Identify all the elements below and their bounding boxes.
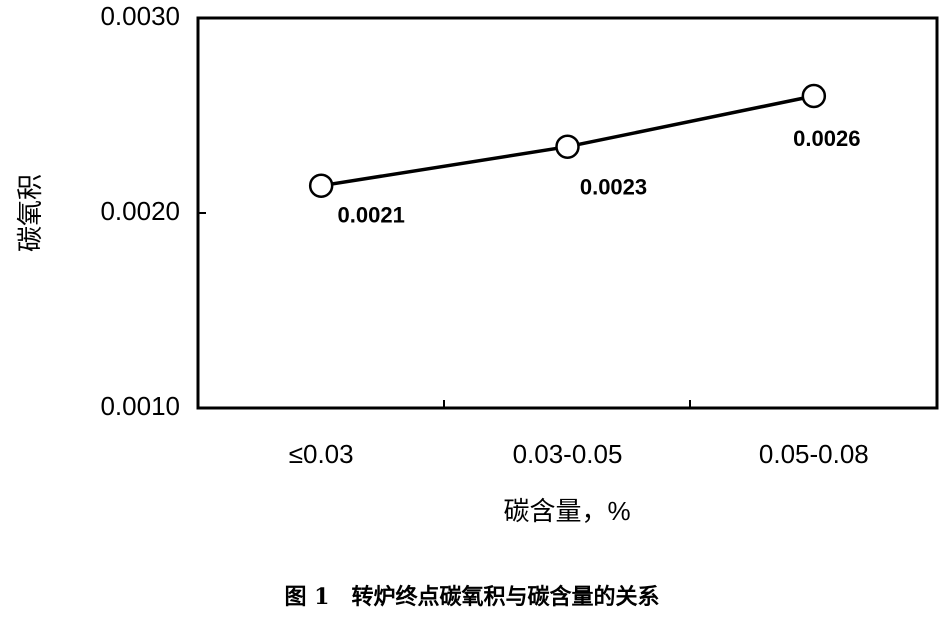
data-label: 0.0021 xyxy=(338,203,405,228)
y-tick-label: 0.0010 xyxy=(100,391,180,421)
x-tick-label: 0.05-0.08 xyxy=(759,439,869,469)
x-tick-label: ≤0.03 xyxy=(289,439,354,469)
data-label: 0.0023 xyxy=(580,175,647,200)
data-point xyxy=(555,134,580,159)
data-point xyxy=(801,83,827,109)
y-tick-label: 0.0020 xyxy=(100,196,180,226)
figure-caption: 图 1 转炉终点碳氧积与碳含量的关系 xyxy=(285,584,660,610)
x-axis-title: 碳含量，% xyxy=(503,496,630,526)
y-axis-title: 碳氧积 xyxy=(15,174,45,252)
y-tick-label: 0.0030 xyxy=(100,1,180,31)
x-tick-label: 0.03-0.05 xyxy=(513,439,623,469)
plot-frame xyxy=(196,16,939,410)
data-point xyxy=(308,173,334,198)
data-label: 0.0026 xyxy=(793,126,860,151)
